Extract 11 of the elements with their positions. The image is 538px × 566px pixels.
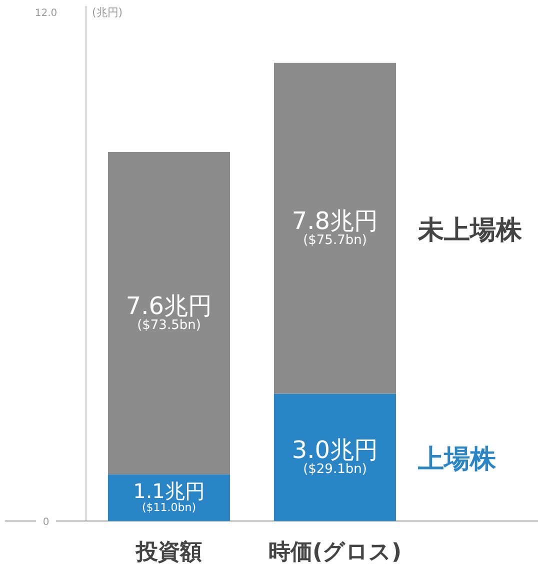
data-label: 7.8兆円 ($75.7bn) bbox=[292, 207, 378, 248]
x-tick-label: 投資額 bbox=[135, 540, 202, 565]
series-label: 未上場株 bbox=[417, 215, 523, 246]
data-label: 3.0兆円 ($29.1bn) bbox=[292, 436, 378, 478]
data-label: 1.1兆円 ($11.0bn) bbox=[133, 479, 205, 514]
data-label: 7.6兆円 ($73.5bn) bbox=[126, 292, 212, 333]
series-label: 上場株 bbox=[417, 444, 497, 474]
y-axis-title: (兆円) bbox=[92, 6, 123, 19]
x-tick-label: 時価(グロス) bbox=[268, 540, 402, 565]
y-tick-label: 12.0 bbox=[34, 8, 58, 19]
y-tick-label: 0 bbox=[42, 517, 50, 528]
